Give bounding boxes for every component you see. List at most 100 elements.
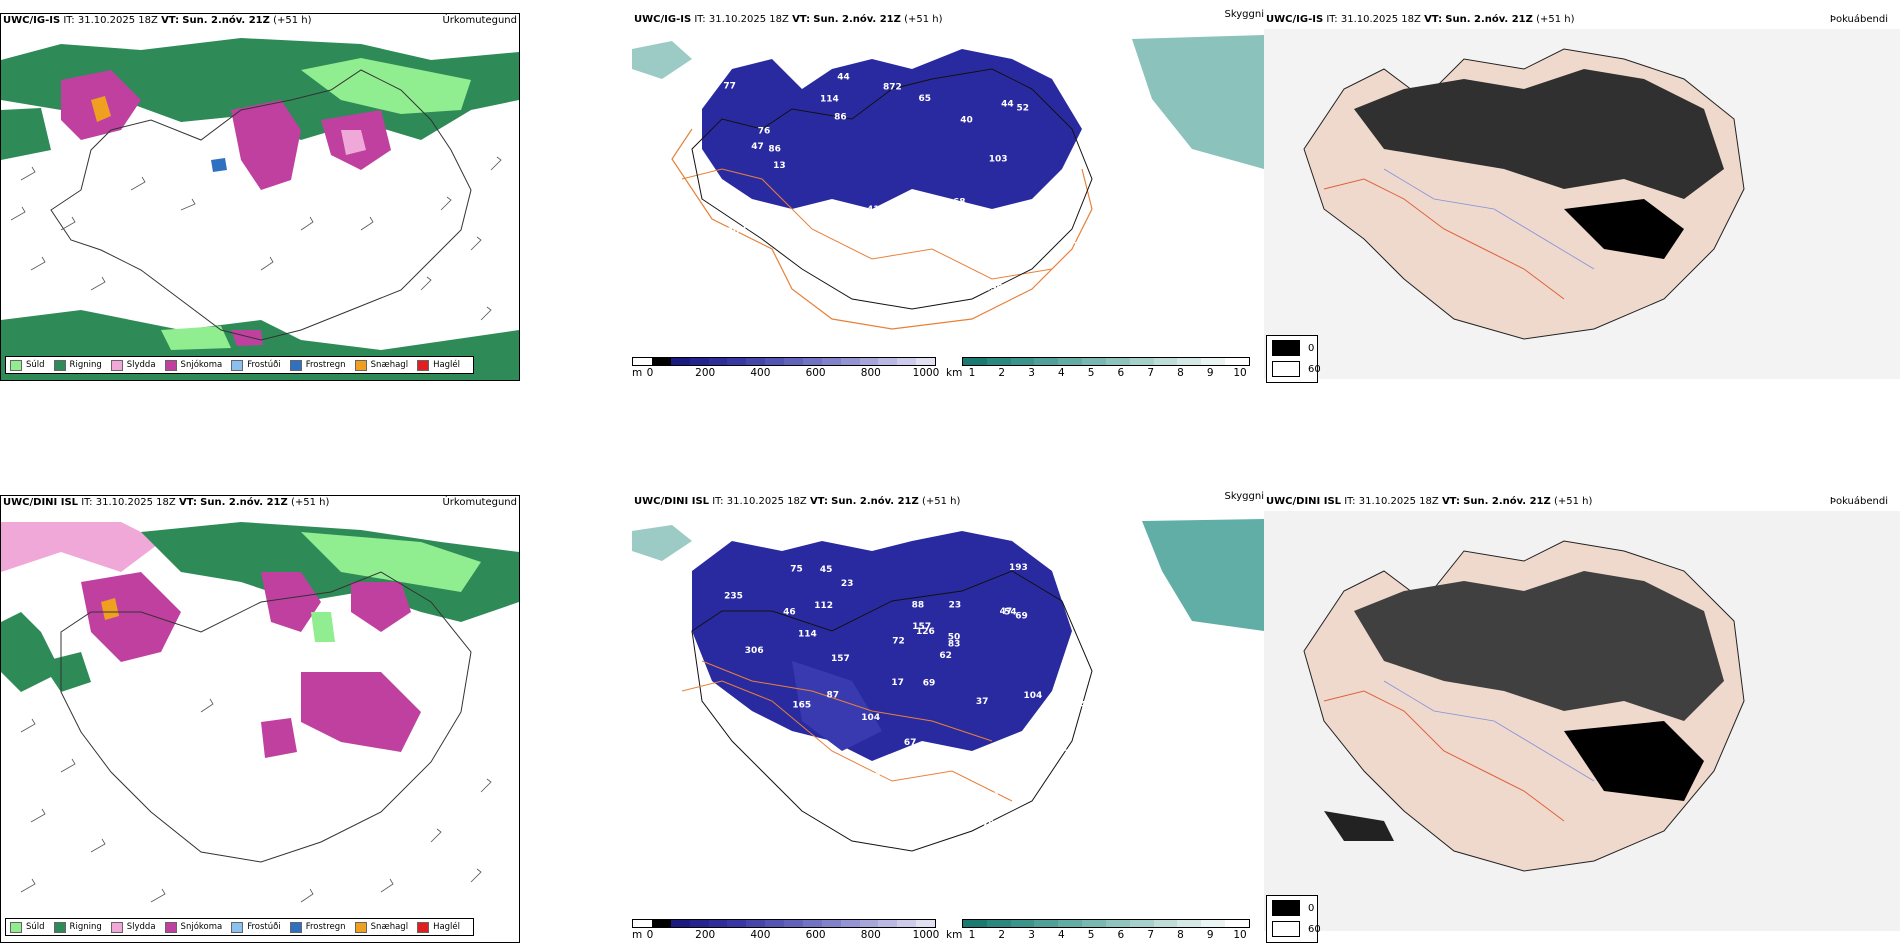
colorbar-segment [1058, 920, 1083, 927]
colorbar-tick-label: 400 [750, 929, 771, 941]
visibility-value-label: 872 [883, 82, 902, 92]
visibility-value-label: 63 [715, 275, 728, 285]
fog-index-map [1264, 29, 1900, 379]
visibility-value-label: 47 [1000, 607, 1013, 617]
colorbar-segment [1082, 358, 1106, 365]
visibility-value-label: 79 [982, 819, 995, 829]
visibility-value-label: 97 [1094, 149, 1107, 159]
colorbar-tick-label: 800 [860, 367, 881, 379]
visibility-value-label: 40 [960, 115, 973, 125]
visibility-value-label: 68 [706, 242, 719, 252]
panel-title: UWC/DINI ISL IT: 31.10.2025 18Z VT: Sun.… [634, 496, 961, 507]
colorbar-segment [670, 920, 690, 927]
precip-type-legend: Súld Rigning Slydda Snjókoma Frostúði Fr… [5, 918, 475, 936]
colorbar-tick-label: 6 [1117, 367, 1125, 379]
visibility-labels: 13 164 31 44 47 47 76 77 68 97 65 83 70 52 63 77 69 40 40 8… [706, 73, 1115, 331]
legend-item: 60 [1272, 361, 1321, 377]
colorbar-segment [1177, 920, 1202, 927]
colorbar-tick-label: 2 [998, 367, 1006, 379]
colorbar-tick-label: 0 [646, 929, 654, 941]
visibility-value-label: 163 [856, 786, 875, 796]
colorbar-tick-label: 7 [1147, 929, 1154, 941]
colorbar-tick-label: 200 [695, 367, 716, 379]
colorbar-tick-label: 1000 [912, 929, 940, 941]
visibility-value-label: 62 [939, 651, 952, 661]
colorbar-tick-label: 600 [805, 367, 826, 379]
visibility-value-label: 69 [923, 679, 936, 689]
colorbar-segment [802, 358, 822, 365]
colorbar-segment [1225, 920, 1249, 927]
visibility-value-label: 93 [1120, 769, 1133, 779]
colorbar-segment [986, 920, 1011, 927]
legend-item: Rigning [53, 359, 102, 371]
fog-index-panel-top: UWC/IG-IS IT: 31.10.2025 18Z VT: Sun. 2.… [1264, 13, 1900, 383]
visibility-value-label: 77 [1055, 187, 1068, 197]
visibility-value-label: 58 [748, 289, 761, 299]
colorbar-segment [633, 920, 652, 927]
visibility-value-label: 104 [861, 713, 880, 723]
visibility-value-label: 78 [1063, 749, 1076, 759]
panel-title: UWC/DINI ISL IT: 31.10.2025 18Z VT: Sun.… [1266, 496, 1593, 507]
panel-title: UWC/IG-IS IT: 31.10.2025 18Z VT: Sun. 2.… [1266, 14, 1575, 25]
visibility-value-label: 114 [820, 94, 839, 104]
visibility-value-label: 80 [1061, 202, 1074, 212]
colorbar-segment [859, 358, 879, 365]
visibility-colorbar: km 1 2 3 4 5 6 7 8 9 10 [946, 919, 1250, 941]
precip-type-legend: Súld Rigning Slydda Snjókoma Frostúði Fr… [5, 356, 475, 374]
colorbar-tick-label: 1 [968, 367, 976, 379]
colorbar-tick-label: 2 [998, 929, 1006, 941]
colorbar-tick-label: 9 [1206, 367, 1214, 379]
colorbar-tick-label: 200 [695, 929, 716, 941]
visibility-value-label: 307 [694, 812, 713, 822]
precip-type-panel-top: UWC/IG-IS IT: 31.10.2025 18Z VT: Sun. 2.… [0, 13, 520, 381]
visibility-value-label: 32 [799, 744, 812, 754]
colorbar-segment [840, 358, 860, 365]
colorbar-segment [821, 358, 841, 365]
visibility-value-label: 164 [741, 224, 760, 234]
visibility-map: 306 235 146 114 163 17 32 98 87 14 45 23 75 62 120 99 88… [632, 519, 1264, 853]
colorbar-segment [765, 358, 784, 365]
colorbar-tick-label: 8 [1177, 929, 1184, 941]
visibility-value-label: 193 [1009, 563, 1028, 573]
visibility-value-label: 114 [798, 630, 817, 640]
colorbar-tick-label: 4 [1057, 929, 1065, 941]
visibility-value-label: 52 [880, 814, 893, 824]
visibility-value-label: 53 [898, 225, 911, 235]
legend-item: Haglél [417, 921, 460, 933]
panel-variable: Þokuábendi [1829, 14, 1888, 25]
visibility-value-label: 13 [773, 161, 786, 171]
colorbar-tick-label: 3 [1028, 929, 1035, 941]
colorbar-tick-label: 6 [1117, 929, 1125, 941]
visibility-value-label: 45 [820, 565, 833, 575]
visibility-value-label: 69 [737, 197, 750, 207]
visibility-value-label: 72 [892, 637, 905, 647]
visibility-value-label: 60 [1103, 284, 1116, 294]
visibility-value-label: 74 [1038, 812, 1051, 822]
panel-title: UWC/IG-IS IT: 31.10.2025 18Z VT: Sun. 2.… [3, 15, 312, 26]
visibility-value-label: 23 [949, 600, 962, 610]
visibility-value-label: 48 [716, 292, 729, 302]
legend-item: Frostúði [231, 921, 281, 933]
colorbar-tick-label: 1 [968, 929, 976, 941]
visibility-value-label: 76 [758, 126, 771, 136]
colorbar-segment [765, 920, 784, 927]
colorbar-segment [1082, 920, 1106, 927]
visibility-value-label: 57 [791, 320, 804, 330]
visibility-value-label: 93 [899, 238, 912, 248]
visibility-value-label: 235 [724, 591, 743, 601]
elevation-colorbar: m 0 200 400 600 800 1000 [632, 357, 939, 379]
visibility-value-label: 116 [932, 775, 951, 785]
visibility-value-label: 146 [1000, 763, 1019, 773]
visibility-value-label: 489 [821, 210, 840, 220]
legend-item: 0 [1272, 900, 1314, 916]
fog-index-map [1264, 511, 1900, 931]
visibility-value-label: 67 [738, 801, 751, 811]
visibility-value-label: 79 [747, 775, 760, 785]
legend-item: 60 [1272, 921, 1321, 937]
visibility-labels: 306 235 146 114 163 17 32 98 87 14 45 23 75 62 120 99 88… [694, 563, 1132, 853]
legend-item: Haglél [417, 359, 460, 371]
visibility-value-label: 44 [1001, 99, 1014, 109]
colorbar-unit: km [946, 367, 963, 379]
legend-item: Frostregn [289, 359, 346, 371]
visibility-value-label: 65 [919, 94, 932, 104]
